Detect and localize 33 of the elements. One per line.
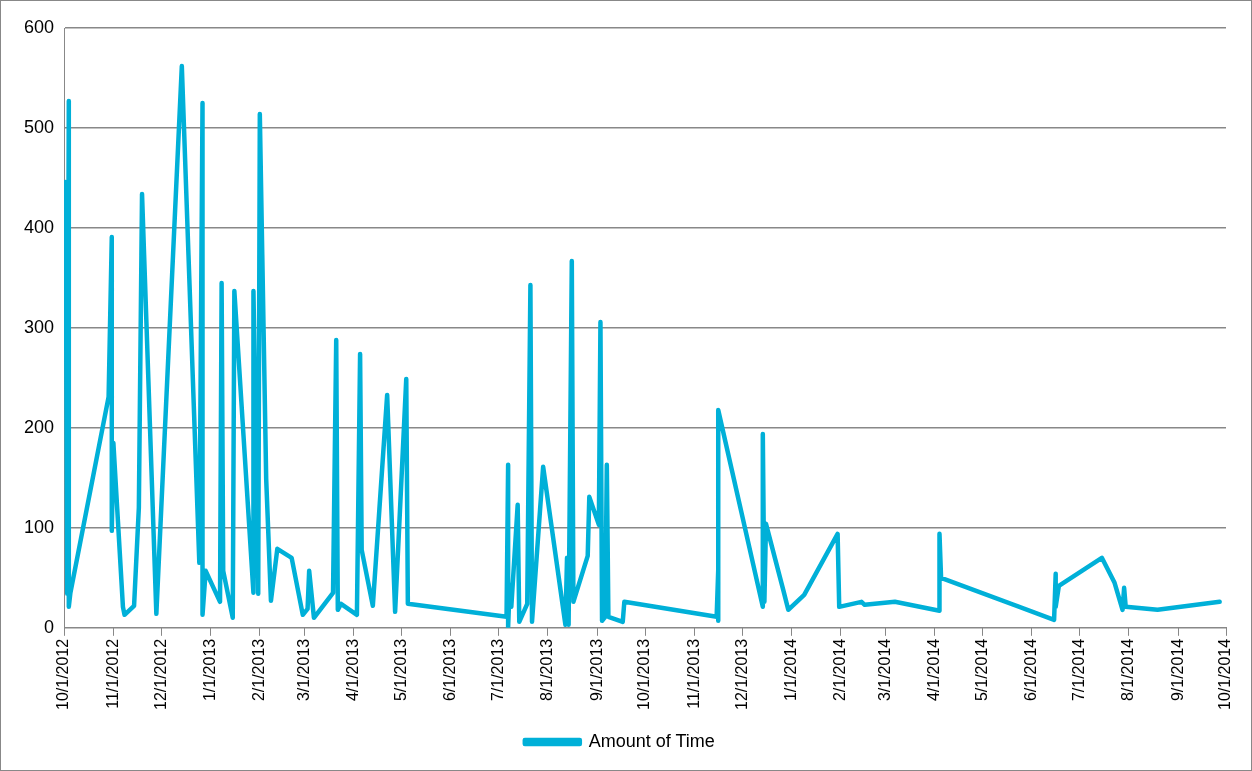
x-tick-label: 6/1/2014: [1022, 638, 1040, 702]
x-tick-label: 1/1/2014: [781, 638, 799, 702]
x-tick-label: 2/1/2013: [250, 638, 268, 702]
x-tick-label: 6/1/2013: [441, 638, 459, 702]
x-tick-label: 3/1/2013: [294, 638, 312, 702]
x-tick-label: 1/1/2013: [200, 638, 218, 702]
x-tick-label: 8/1/2014: [1119, 638, 1137, 702]
x-tick-label: 7/1/2013: [488, 638, 506, 702]
x-tick-label: 11/1/2013: [684, 638, 702, 709]
x-tick-label: 10/1/2013: [635, 638, 653, 711]
y-tick-label: 300: [23, 316, 55, 337]
y-tick-label: 0: [44, 616, 55, 637]
y-tick-label: 400: [23, 216, 55, 237]
x-tick-label: 4/1/2013: [344, 638, 362, 702]
x-tick-label: 10/1/2012: [54, 638, 72, 711]
y-tick-label: 600: [23, 16, 55, 37]
y-tick-label: 100: [23, 516, 55, 537]
x-tick-label: 4/1/2014: [925, 638, 943, 702]
x-tick-label: 7/1/2014: [1069, 638, 1087, 702]
x-tick-label: 2/1/2014: [831, 638, 849, 702]
x-tick-label: 3/1/2014: [875, 638, 893, 702]
x-tick-label: 12/1/2013: [732, 638, 750, 711]
y-tick-label: 200: [23, 416, 55, 437]
y-tick-label: 500: [23, 116, 55, 137]
x-tick-label: 9/1/2014: [1168, 638, 1186, 702]
x-tick-label: 9/1/2013: [587, 638, 605, 702]
x-tick-label: 11/1/2012: [103, 638, 121, 709]
x-tick-label: 8/1/2013: [538, 638, 556, 702]
x-tick-label: 10/1/2014: [1216, 638, 1234, 711]
x-tick-label: 5/1/2013: [391, 638, 409, 702]
legend-label: Amount of Time: [588, 730, 715, 751]
x-tick-label: 12/1/2012: [151, 638, 169, 711]
x-tick-label: 5/1/2014: [972, 638, 990, 702]
